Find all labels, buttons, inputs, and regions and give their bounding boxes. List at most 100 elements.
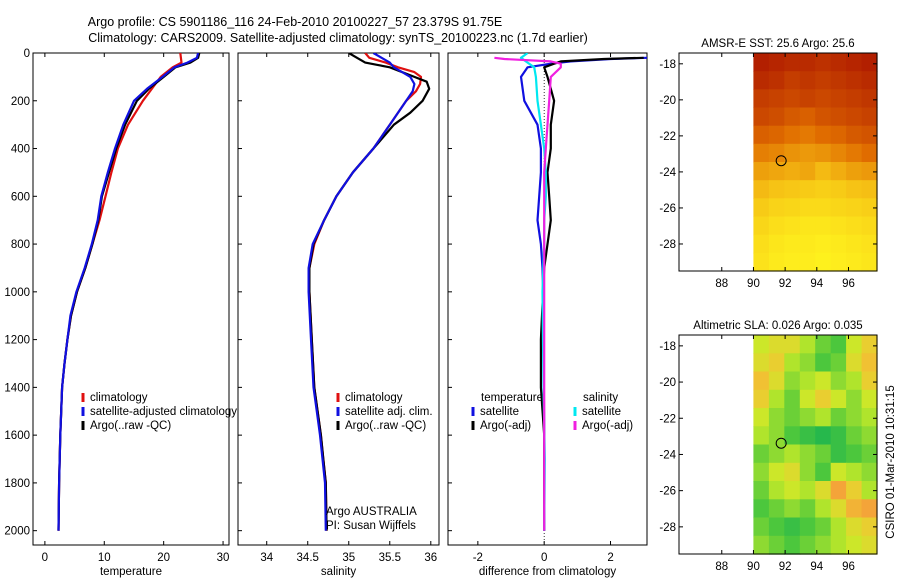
sla_map-cell	[784, 353, 801, 373]
sla_map-cell	[830, 335, 847, 354]
sst_map-cell	[846, 107, 863, 127]
sla_map-cell	[784, 371, 801, 391]
sst_map-cell	[861, 162, 878, 181]
chart-salinity: 34 34.5 35 35.5 36 salinity climatology satelli…	[237, 52, 440, 578]
sst_map-cell	[799, 143, 816, 163]
sst_map-cell	[846, 71, 863, 90]
sla_map-cell	[815, 499, 832, 519]
difference-legend-label: satellite	[582, 406, 621, 418]
sla_map-cell	[861, 353, 878, 373]
sla_map-cell	[861, 371, 878, 391]
sst_map-cell	[830, 180, 847, 199]
sla_map-cell	[753, 481, 770, 500]
sst_map-cell	[815, 71, 832, 90]
sst_map-cell	[753, 107, 770, 127]
sla_map-cell	[799, 408, 816, 427]
sla_map-cell	[753, 517, 770, 537]
temperature-ytick-label: 200	[11, 96, 30, 108]
chart-sst_map: AMSR-E SST: 25.6 Argo: 25.6 88 90 92 94 96 -18…	[659, 38, 878, 290]
difference-xlabel: difference from climatology	[479, 566, 616, 578]
sst_map-cell	[799, 180, 816, 199]
sst_map-cell	[815, 53, 832, 72]
sst_map-cell	[784, 198, 801, 218]
sla_map-cell	[753, 389, 770, 409]
sst_map-cell	[846, 143, 863, 163]
sst_map-ytick-label: -26	[659, 203, 676, 215]
sst_map-cell	[815, 216, 832, 236]
sla_map-cell	[815, 389, 832, 409]
sst_map-cell	[861, 234, 878, 254]
difference-axes-frame	[447, 52, 648, 546]
sst_map-cell	[784, 162, 801, 181]
sst_map-cell	[815, 180, 832, 199]
sst_map-cell	[830, 198, 847, 218]
salinity-xtick-label: 34	[260, 552, 273, 564]
sst_map-cell	[815, 198, 832, 218]
difference-series-temperature-argo-adj-	[539, 56, 644, 531]
sst_map-cell	[815, 107, 832, 127]
sla_map-cell	[830, 426, 847, 446]
sla_map-cell	[784, 462, 801, 482]
sst_map-cell	[768, 71, 785, 90]
difference-legend-title: temperature	[481, 392, 543, 404]
sst_map-cell	[799, 234, 816, 254]
difference-legend-title: salinity	[583, 392, 618, 404]
sla_map-cell	[846, 389, 863, 409]
sla_map-cell	[861, 462, 878, 482]
sla_map-xtick-label: 94	[810, 561, 823, 573]
sla_map-cell	[815, 408, 832, 427]
sla_map-cell	[861, 535, 878, 555]
sst_map-cell	[799, 71, 816, 90]
temperature-ytick-label: 0	[24, 48, 30, 60]
sla_map-cell	[830, 481, 847, 500]
figure-title-line1: Argo profile: CS 5901186_116 24-Feb-2010…	[88, 15, 502, 29]
sla_map-cell	[768, 353, 785, 373]
sla_map-cell	[768, 444, 785, 464]
sla_map-cell	[799, 462, 816, 482]
sst_map-xtick-label: 92	[779, 278, 792, 290]
sla_map-cell	[768, 462, 785, 482]
salinity-series-group	[307, 53, 431, 531]
sst_map-xtick-label: 88	[715, 278, 728, 290]
sst_map-cell	[784, 125, 801, 145]
sst_map-cell	[753, 53, 770, 72]
sla_map-cell	[768, 535, 785, 555]
sst_map-cell	[815, 89, 832, 109]
sla_map-cell	[799, 389, 816, 409]
sst_map-cell	[830, 71, 847, 90]
sla_map-cell	[753, 353, 770, 373]
chart-difference: -2 0 2 difference from climatology temperatu…	[447, 52, 648, 578]
sst_map-cell	[799, 125, 816, 145]
sla_map-cell	[815, 335, 832, 354]
temperature-ytick-label: 600	[11, 191, 30, 203]
sla_map-cell	[861, 335, 878, 354]
salinity-xtick-label: 36	[424, 552, 437, 564]
temperature-series-group	[57, 53, 201, 531]
sla_map-cell	[830, 462, 847, 482]
temperature-ytick-label: 800	[11, 239, 30, 251]
sst_map-cell	[753, 198, 770, 218]
sla_map-cell	[753, 499, 770, 519]
sst_map-cell	[830, 107, 847, 127]
sst_map-xtick-label: 96	[842, 278, 855, 290]
difference-legend-label: satellite	[480, 406, 519, 418]
sla_map-cell	[768, 499, 785, 519]
temperature-xlabel: temperature	[100, 566, 162, 578]
sla_map-cell	[830, 389, 847, 409]
sla_map-cell	[799, 517, 816, 537]
sla_map-cell	[815, 444, 832, 464]
sst_map-cell	[861, 89, 878, 109]
sla_map-axes-frame	[678, 334, 878, 555]
sst_map-cell	[784, 252, 801, 272]
sla_map-cell	[815, 535, 832, 555]
sst_map-cell	[861, 53, 878, 72]
sla_map-cell	[784, 444, 801, 464]
sla_map-cell	[768, 408, 785, 427]
sla_map-cell	[799, 353, 816, 373]
sla_map-cell	[815, 462, 832, 482]
sst_map-cell	[784, 216, 801, 236]
sla_map-cell	[830, 371, 847, 391]
sla_map-cell	[768, 481, 785, 500]
chart-sla_map: Altimetric SLA: 0.026 Argo: 0.035 88 90 92 9…	[659, 320, 878, 573]
sla_map-cell	[815, 481, 832, 500]
